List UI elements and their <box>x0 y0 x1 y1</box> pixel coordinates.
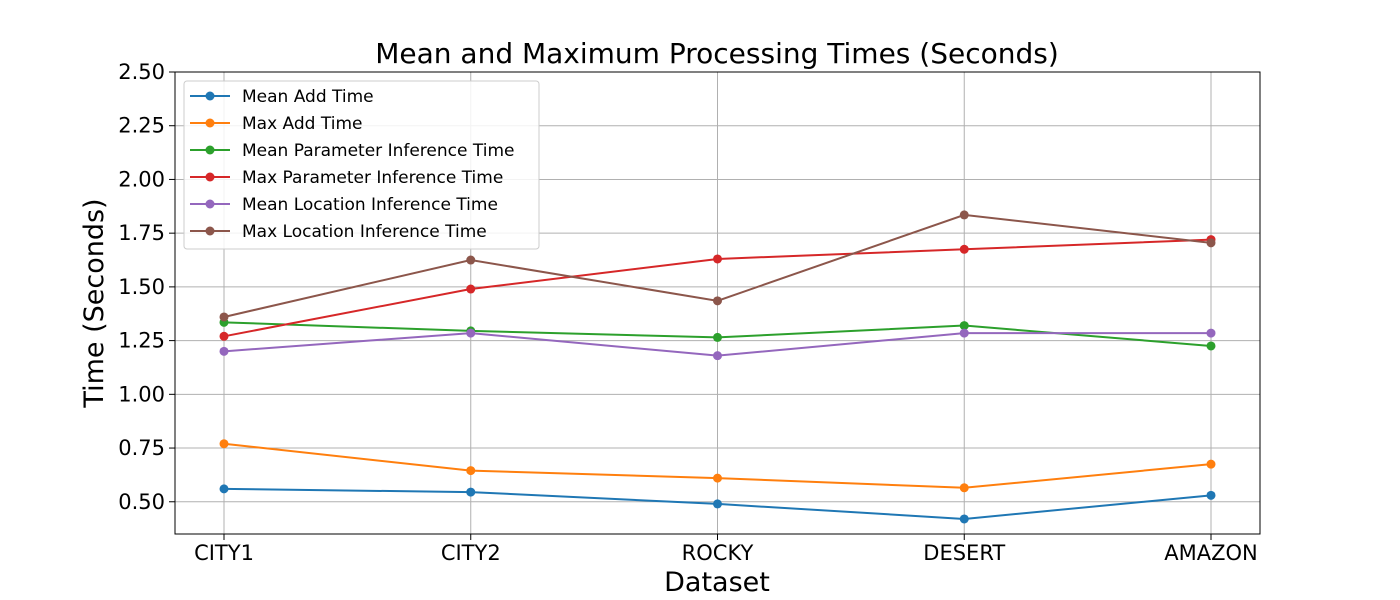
x-axis-label: Dataset <box>664 567 770 598</box>
series-1 <box>219 439 1216 493</box>
data-point <box>959 210 969 220</box>
data-point <box>466 487 476 497</box>
data-point <box>959 514 969 524</box>
y-tick-label: 1.50 <box>118 275 165 299</box>
series-4 <box>219 328 1216 361</box>
y-tick-label: 2.00 <box>118 167 165 191</box>
data-point <box>713 254 722 264</box>
legend-item: Mean Location Inference Time <box>190 195 498 215</box>
data-point <box>466 255 476 265</box>
x-tick-label: AMAZON <box>1164 541 1257 565</box>
y-tick-label: 1.75 <box>118 221 165 245</box>
legend-item: Mean Parameter Inference Time <box>190 141 514 161</box>
data-point <box>1206 341 1216 351</box>
data-point <box>1206 490 1216 500</box>
legend-label: Mean Location Inference Time <box>242 195 498 215</box>
data-point <box>959 244 969 254</box>
x-tick-label: CITY2 <box>441 541 501 565</box>
legend-marker <box>205 172 215 182</box>
data-point <box>219 331 229 341</box>
y-tick-label: 0.75 <box>118 436 165 460</box>
data-point <box>1206 238 1216 248</box>
data-point <box>959 328 969 338</box>
y-tick-label: 1.00 <box>118 382 165 406</box>
legend-marker <box>205 199 215 209</box>
legend-marker <box>205 145 215 155</box>
data-point <box>466 284 476 294</box>
data-point <box>219 312 229 322</box>
x-axis: CITY1 CITY2 ROCKY DESERT AMAZON <box>194 534 1258 565</box>
legend-label: Max Add Time <box>242 114 362 134</box>
data-point <box>466 466 476 476</box>
y-axis-label: Time (Seconds) <box>79 198 110 408</box>
legend: Mean Add Time Max Add Time Mean Parameter … <box>183 80 540 250</box>
data-point <box>959 321 969 331</box>
data-point <box>219 346 229 356</box>
legend-label: Max Location Inference Time <box>242 222 487 242</box>
data-point <box>713 296 722 306</box>
data-point <box>713 473 722 483</box>
series-3 <box>219 235 1216 341</box>
data-point <box>713 499 722 509</box>
data-point <box>713 332 722 342</box>
legend-marker <box>205 91 215 101</box>
y-axis: 0.50 0.75 1.00 1.25 1.50 1.75 2.00 2.25 2.50 <box>118 60 175 514</box>
legend-item: Max Add Time <box>190 114 362 134</box>
chart-title: Mean and Maximum Processing Times (Secon… <box>375 37 1059 70</box>
x-tick-label: DESERT <box>923 541 1005 565</box>
data-point <box>1206 459 1216 469</box>
legend-item: Mean Add Time <box>190 87 374 107</box>
legend-label: Max Parameter Inference Time <box>242 168 503 188</box>
data-point <box>219 439 229 449</box>
data-point <box>713 351 722 361</box>
data-point <box>219 484 229 494</box>
legend-box <box>183 80 540 250</box>
x-tick-label: CITY1 <box>194 541 254 565</box>
legend-item: Max Location Inference Time <box>190 222 487 242</box>
data-point <box>959 483 969 493</box>
legend-label: Mean Add Time <box>242 87 374 107</box>
legend-item: Max Parameter Inference Time <box>190 168 503 188</box>
series-layer <box>219 210 1216 524</box>
series-0 <box>219 484 1216 524</box>
x-tick-label: ROCKY <box>682 541 754 565</box>
y-tick-label: 2.50 <box>118 60 165 84</box>
series-5 <box>219 210 1216 322</box>
data-point <box>1206 328 1216 338</box>
legend-label: Mean Parameter Inference Time <box>242 141 514 161</box>
y-tick-label: 2.25 <box>118 114 165 138</box>
data-point <box>466 328 476 338</box>
y-tick-label: 1.25 <box>118 329 165 353</box>
y-tick-label: 0.50 <box>118 490 165 514</box>
legend-marker <box>205 226 215 236</box>
legend-marker <box>205 118 215 128</box>
